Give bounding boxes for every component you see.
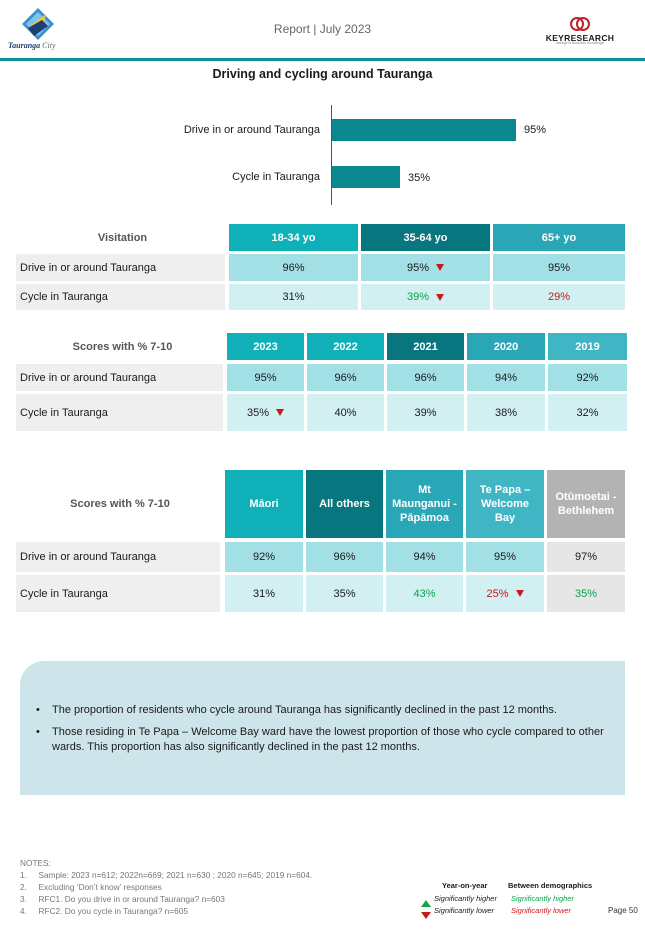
row-label-drive: Drive in or around Tauranga (16, 542, 220, 572)
table-cell: 94% (386, 542, 463, 572)
chart-axis (331, 105, 332, 205)
bar-cycle (332, 166, 400, 188)
bar-drive (332, 119, 516, 141)
bar-label-drive: Drive in or around Tauranga (183, 124, 320, 136)
table-cell: 35% (306, 575, 383, 612)
table-cell: 95% (493, 254, 625, 281)
significantly-lower-icon (515, 590, 524, 597)
col-18-34: 18-34 yo (229, 224, 358, 251)
keyresearch-logo (534, 16, 626, 46)
table-cell: 39% (361, 284, 490, 310)
significantly-lower-icon (436, 293, 445, 301)
logo-wordmark: Tauranga City (8, 41, 56, 50)
tauranga-logo (8, 4, 68, 56)
col-2020: 2020 (467, 333, 545, 360)
legend-yoy-title: Year-on-year (442, 881, 488, 890)
col-2022: 2022 (307, 333, 384, 360)
notes-title: NOTES: (20, 858, 51, 868)
bar-label-cycle: Cycle in Tauranga (232, 171, 320, 183)
col-mt-maunganui: Mt Maunganui - Pāpāmoa (386, 470, 463, 538)
table-cell: 92% (548, 364, 627, 391)
row-label-cycle: Cycle in Tauranga (16, 575, 220, 612)
col-65-plus: 65+ yo (493, 224, 625, 251)
visitation-title: Visitation (97, 231, 148, 244)
col-2019: 2019 (548, 333, 627, 360)
row-label-cycle: Cycle in Tauranga (16, 394, 223, 431)
table-cell: 96% (229, 254, 358, 281)
table-cell: 35% (547, 575, 625, 612)
row-label-drive: Drive in or around Tauranga (16, 254, 225, 281)
table-cell: 31% (225, 575, 303, 612)
table-cell: 95% (227, 364, 304, 391)
col-2023: 2023 (227, 333, 304, 360)
year-table-title: Scores with % 7-10 (72, 340, 173, 353)
ward-table-title: Scores with % 7-10 (70, 498, 170, 510)
table-cell: 96% (306, 542, 383, 572)
col-maori: Māori (225, 470, 303, 538)
legend-demo-lower: Significantly lower (511, 906, 572, 915)
page-heading: Driving and cycling around Tauranga (212, 67, 433, 81)
table-cell: 39% (387, 394, 464, 431)
col-te-papa: Te Papa – Welcome Bay (466, 470, 544, 538)
report-title: Report | July 2023 (273, 22, 372, 36)
header-divider (0, 58, 645, 61)
legend-demo-title: Between demographics (508, 881, 593, 890)
table-cell: 95% (361, 254, 490, 281)
row-label-drive: Drive in or around Tauranga (16, 364, 223, 391)
insight-text: The proportion of residents who cycle ar… (52, 704, 557, 716)
bullet-icon: • (36, 726, 40, 738)
significantly-higher-icon (421, 894, 431, 912)
table-cell: 35% (227, 394, 304, 431)
legend-yoy-lower: Significantly lower (434, 906, 495, 915)
col-35-64: 35-64 yo (361, 224, 490, 251)
col-all-others: All others (306, 470, 383, 538)
bar-value-cycle: 35% (408, 172, 431, 184)
bullet-icon: • (36, 704, 40, 716)
table-cell: 95% (466, 542, 544, 572)
legend-demo-higher: Significantly higher (511, 894, 574, 903)
note-item: 2. Excluding ‘Don’t know’ responses (20, 882, 162, 892)
insights-callout (20, 661, 625, 795)
table-cell: 40% (307, 394, 384, 431)
col-2021: 2021 (387, 333, 464, 360)
legend-yoy-higher: Significantly higher (434, 894, 497, 903)
note-item: 1. Sample: 2023 n=612; 2022n=669; 2021 n… (20, 870, 313, 880)
table-cell: 92% (225, 542, 303, 572)
table-cell: 96% (307, 364, 384, 391)
note-item: 3. RFC1. Do you drive in or around Taura… (20, 894, 225, 904)
insight-text: Those residing in Te Papa – Welcome Bay … (52, 726, 604, 753)
table-cell: 97% (547, 542, 625, 572)
table-cell: 25% (466, 575, 544, 612)
significantly-lower-icon (421, 906, 431, 924)
row-label-cycle: Cycle in Tauranga (16, 284, 225, 310)
table-cell: 94% (467, 364, 545, 391)
table-cell: 43% (386, 575, 463, 612)
table-cell: 31% (229, 284, 358, 310)
page-number: Page 50 (608, 906, 638, 915)
col-otumoetai: Otūmoetai - Bethlehem (547, 470, 625, 538)
significantly-lower-icon (436, 264, 445, 271)
table-cell: 38% (467, 394, 545, 431)
bar-value-drive: 95% (524, 124, 547, 136)
note-item: 4. RFC2. Do you cycle in Tauranga? n=605 (20, 906, 188, 916)
brand-tagline: Intelligent Business Knowledge (555, 41, 605, 45)
table-cell: 96% (387, 364, 464, 391)
table-cell: 29% (493, 284, 625, 310)
table-cell: 32% (548, 394, 627, 431)
significantly-lower-icon (276, 409, 285, 416)
brand-name: KEYRESEARCH (545, 33, 615, 43)
